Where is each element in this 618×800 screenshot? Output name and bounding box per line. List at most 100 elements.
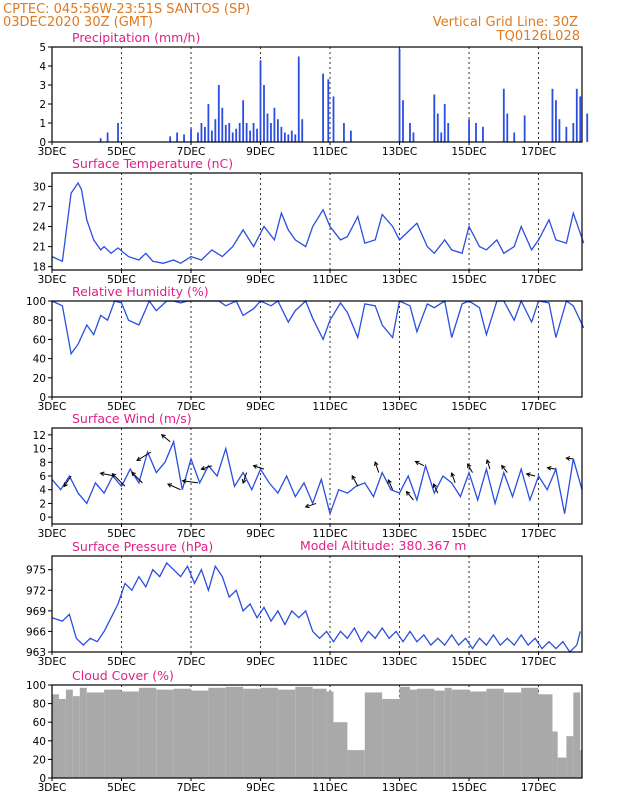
cloud-cover-title: Cloud Cover (%) — [72, 668, 174, 683]
temperature-x-tick-label: 7DEC — [177, 274, 206, 286]
wind-vector-shaft — [182, 480, 199, 484]
cloud-cover-bar — [580, 750, 582, 778]
wind-vector-shaft — [451, 472, 456, 484]
cloud-cover-bar — [312, 688, 327, 778]
wind-vector-head — [304, 503, 310, 509]
precipitation-y-tick-label: 5 — [39, 42, 46, 54]
cloud-cover-bar — [270, 687, 278, 778]
cloud-cover-bar — [173, 688, 192, 778]
precip-bar — [176, 132, 179, 142]
wind-vector — [501, 464, 508, 473]
cloud-cover-bar — [409, 689, 417, 778]
precip-bar — [409, 123, 411, 142]
precip-bar — [263, 85, 265, 142]
pressure-x-tick-label: 3DEC — [38, 656, 67, 668]
precip-bar — [273, 107, 276, 142]
humidity-y-tick-label: 20 — [33, 373, 46, 385]
pressure-x-tick-label: 13DEC — [382, 656, 417, 668]
cloud-cover-bar — [243, 688, 261, 778]
wind-vector-head — [241, 479, 247, 485]
precip-bar — [294, 134, 297, 142]
wind-vector-shaft — [112, 473, 126, 487]
wind-x-tick-label: 7DEC — [177, 528, 206, 540]
humidity-panel: 0 20 40 60 80 100 3DEC 5DEC 7DEC 9DEC 11DEC 13DEC 15… — [26, 284, 585, 413]
wind-vector-head — [160, 434, 166, 439]
wind-vector — [136, 451, 152, 461]
precipitation-frame — [51, 46, 583, 143]
precip-bar — [398, 48, 401, 142]
temperature-x-tick-label: 15DEC — [451, 274, 486, 286]
precip-bar — [252, 123, 255, 142]
precip-bar — [440, 132, 443, 142]
cloud-cover-bar — [557, 757, 567, 778]
humidity-y-tick-label: 80 — [33, 315, 46, 327]
precipitation-x-tick-label: 11DEC — [312, 146, 347, 158]
precip-bar — [551, 88, 554, 142]
precipitation-y-tick-label: 4 — [39, 61, 46, 73]
precip-bar — [238, 123, 241, 142]
run-time: 03DEC2020 30Z (GMT) — [3, 15, 153, 30]
precip-bar — [224, 124, 227, 142]
precipitation-y-tick-label: 2 — [39, 99, 46, 111]
wind-x-tick-label: 5DEC — [107, 528, 136, 540]
wind-vector-head — [252, 464, 258, 469]
cloud-cover-y-tick-label: 60 — [33, 717, 46, 729]
wind-vector-head — [373, 461, 379, 467]
humidity-y-tick-label: 40 — [33, 354, 46, 366]
wind-vector-head — [565, 456, 571, 461]
precip-bar — [586, 113, 589, 142]
wind-x-tick-label: 17DEC — [521, 528, 556, 540]
wind-vector-head — [200, 465, 206, 471]
wind-vector — [414, 460, 425, 467]
wind-x-tick-label: 3DEC — [38, 528, 67, 540]
precip-bar — [283, 132, 286, 142]
precip-bar — [280, 126, 283, 142]
cloud-cover-bar — [382, 698, 400, 778]
cloud-cover-bar — [156, 689, 174, 778]
precipitation-x-tick-label: 17DEC — [521, 146, 556, 158]
wind-vector — [450, 472, 456, 484]
cloud-cover-bar — [58, 698, 66, 778]
wind-vector-shaft — [374, 461, 380, 473]
cloud-cover-bar — [277, 689, 296, 778]
wind-vector-head — [525, 472, 531, 477]
pressure-x-tick-label: 11DEC — [312, 656, 347, 668]
cloud-cover-bar — [225, 686, 244, 778]
precip-bar — [214, 119, 217, 142]
wind-y-tick-label: 4 — [39, 485, 46, 497]
precip-bar — [221, 107, 224, 142]
cloud-cover-x-tick-label: 3DEC — [38, 782, 67, 794]
temperature-x-tick-label: 9DEC — [246, 274, 275, 286]
precip-bar — [412, 132, 415, 142]
wind-vector-head — [63, 482, 68, 488]
pressure-x-tick-label: 15DEC — [451, 656, 486, 668]
precip-bar — [402, 100, 404, 142]
cloud-cover-bar — [538, 694, 553, 778]
pressure-y-tick-label: 972 — [26, 585, 46, 597]
cloud-cover-frame — [51, 684, 583, 779]
wind-vector-head — [546, 465, 552, 471]
wind-vector — [181, 478, 199, 484]
precip-bar — [169, 136, 172, 142]
cloud-cover-y-tick-label: 100 — [26, 680, 46, 692]
wind-vector-shaft — [467, 463, 473, 473]
humidity-x-tick-label: 9DEC — [246, 401, 275, 413]
humidity-x-tick-label: 5DEC — [107, 401, 136, 413]
cloud-cover-y-tick-label: 0 — [39, 773, 46, 785]
precip-bar — [332, 96, 335, 142]
pressure-y-tick-label: 966 — [26, 626, 46, 638]
precipitation-x-tick-label: 13DEC — [382, 146, 417, 158]
wind-vector-head — [467, 463, 472, 469]
cloud-cover-bar — [469, 691, 487, 778]
wind-vector-head — [387, 478, 392, 484]
precip-bar — [555, 100, 557, 142]
precip-bar — [197, 132, 199, 142]
temperature-y-tick-label: 24 — [33, 222, 47, 234]
wind-vector-head — [351, 474, 356, 480]
cloud-cover-panel: 0 20 40 60 80 100 3DEC 5DEC 7DEC 9DEC 11DEC 13DEC 15… — [26, 668, 583, 794]
wind-vector-head — [136, 456, 142, 461]
wind-vector — [111, 472, 126, 487]
wind-vector — [485, 459, 491, 470]
precip-bar — [349, 130, 352, 142]
model-altitude: Model Altitude: 380.367 m — [300, 538, 466, 553]
